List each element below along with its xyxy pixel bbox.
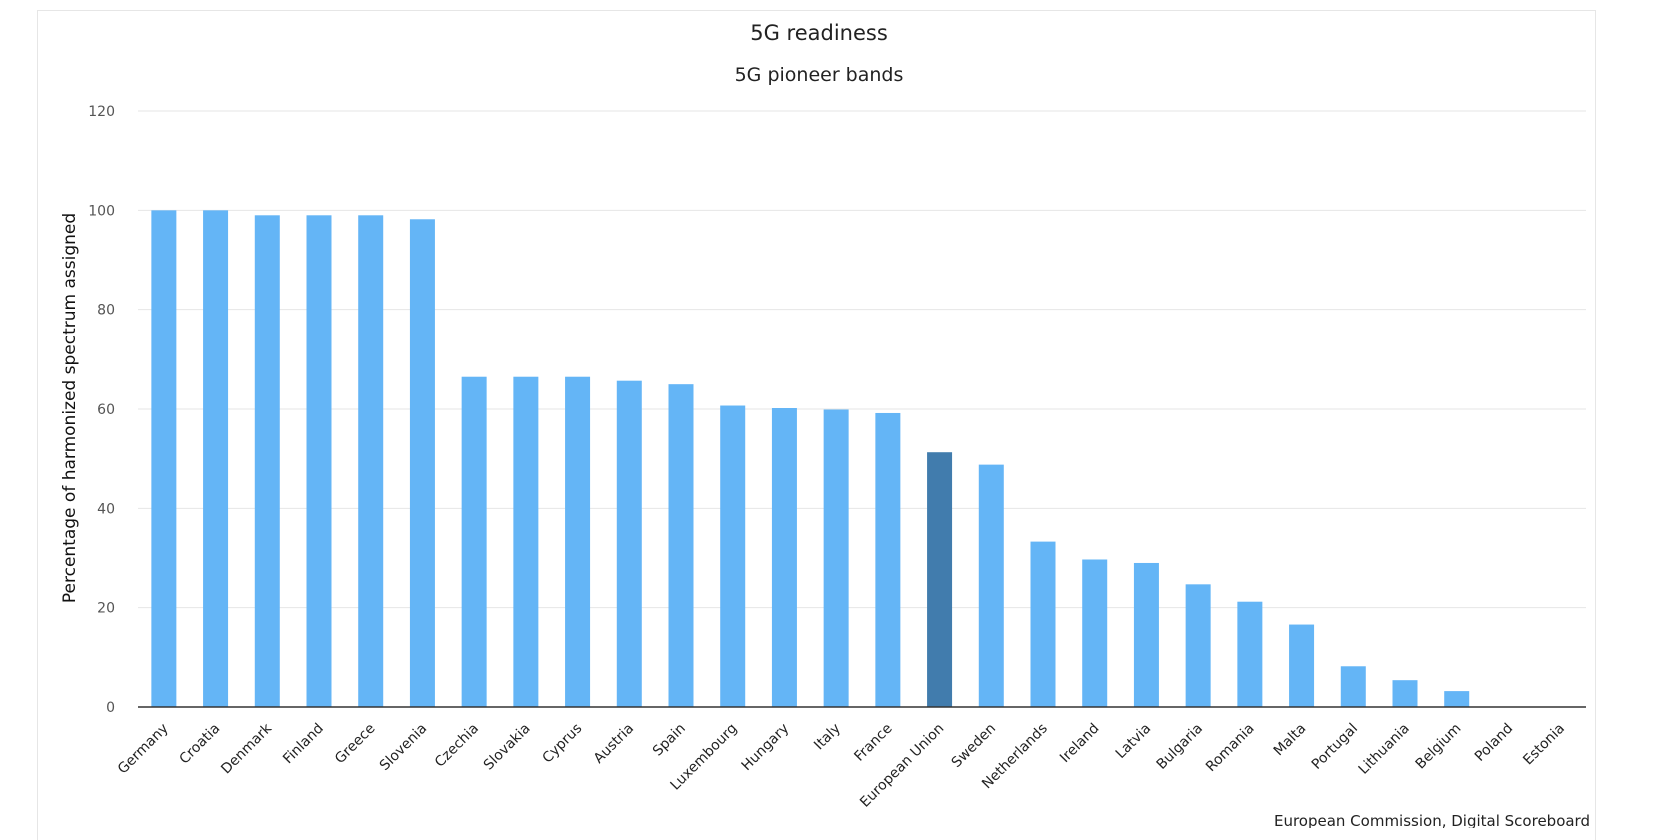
- bar[interactable]: [513, 376, 539, 707]
- chart-frame: [37, 10, 1596, 840]
- x-tick-label: Finland: [280, 721, 327, 768]
- chart-credits[interactable]: European Commission, Digital Scoreboard: [1274, 812, 1590, 828]
- bar[interactable]: [151, 210, 177, 708]
- y-tick-label: 80: [97, 303, 115, 319]
- x-tick-label: Malta: [1271, 721, 1310, 760]
- x-tick-label: Greece: [332, 721, 379, 768]
- bar[interactable]: [1133, 562, 1159, 707]
- bar[interactable]: [1444, 691, 1470, 707]
- x-tick-label: Slovenia: [377, 721, 430, 774]
- bar[interactable]: [203, 210, 229, 708]
- bar[interactable]: [1289, 624, 1315, 707]
- bar[interactable]: [927, 452, 953, 707]
- x-tick-label: Romania: [1203, 721, 1258, 776]
- y-tick-label: 0: [106, 700, 115, 716]
- bar[interactable]: [461, 376, 487, 707]
- bar[interactable]: [1030, 541, 1056, 707]
- x-tick-label: France: [851, 721, 895, 765]
- bar[interactable]: [875, 412, 901, 707]
- bar[interactable]: [409, 219, 435, 708]
- y-tick-label: 20: [97, 601, 115, 617]
- x-tick-label: Cyprus: [540, 721, 586, 767]
- x-tick-label: Estonia: [1520, 721, 1568, 769]
- y-tick-label: 100: [88, 203, 115, 219]
- x-tick-label: Belgium: [1413, 721, 1465, 773]
- x-tick-label: Croatia: [176, 721, 223, 768]
- x-tick-label: Lithuania: [1356, 721, 1413, 778]
- x-tick-label: Bulgaria: [1154, 721, 1206, 773]
- bar[interactable]: [1237, 601, 1263, 707]
- y-tick-label: 40: [97, 501, 115, 517]
- bar[interactable]: [1392, 680, 1418, 707]
- bar[interactable]: [1185, 584, 1211, 707]
- x-tick-label: Portugal: [1309, 721, 1361, 773]
- x-tick-label: Sweden: [949, 721, 999, 771]
- y-tick-label: 120: [88, 104, 115, 120]
- gridlines: [138, 110, 1586, 609]
- bar[interactable]: [720, 405, 746, 707]
- bar[interactable]: [978, 464, 1004, 707]
- bar[interactable]: [1340, 666, 1366, 707]
- x-tick-label: Slovakia: [481, 721, 534, 774]
- bar[interactable]: [668, 384, 694, 707]
- bar[interactable]: [306, 215, 332, 708]
- y-axis-label: Percentage of harmonized spectrum assign…: [60, 213, 80, 603]
- x-tick-label: Italy: [811, 721, 844, 754]
- x-tick-label: Latvia: [1113, 721, 1154, 762]
- bar[interactable]: [254, 215, 280, 708]
- y-axis-ticks: 0 20 40 60 80 100 120: [88, 104, 115, 716]
- bar[interactable]: [616, 380, 642, 707]
- bar[interactable]: [823, 409, 849, 707]
- x-tick-label: Ireland: [1057, 721, 1103, 767]
- x-tick-label: Denmark: [218, 720, 275, 777]
- bars: [151, 210, 1470, 708]
- bar[interactable]: [565, 376, 591, 707]
- x-tick-label: Hungary: [739, 721, 793, 775]
- x-tick-label: Spain: [650, 721, 689, 760]
- chart-title: 5G readiness: [750, 21, 888, 45]
- x-tick-label: Germany: [115, 721, 172, 778]
- bar[interactable]: [358, 215, 384, 708]
- bar[interactable]: [771, 408, 797, 707]
- bar[interactable]: [1082, 559, 1108, 707]
- chart-subtitle: 5G pioneer bands: [735, 64, 904, 86]
- x-tick-label: Austria: [591, 721, 637, 767]
- y-tick-label: 60: [97, 402, 115, 418]
- x-tick-label: Czechia: [432, 721, 482, 771]
- x-tick-label: Poland: [1472, 721, 1516, 765]
